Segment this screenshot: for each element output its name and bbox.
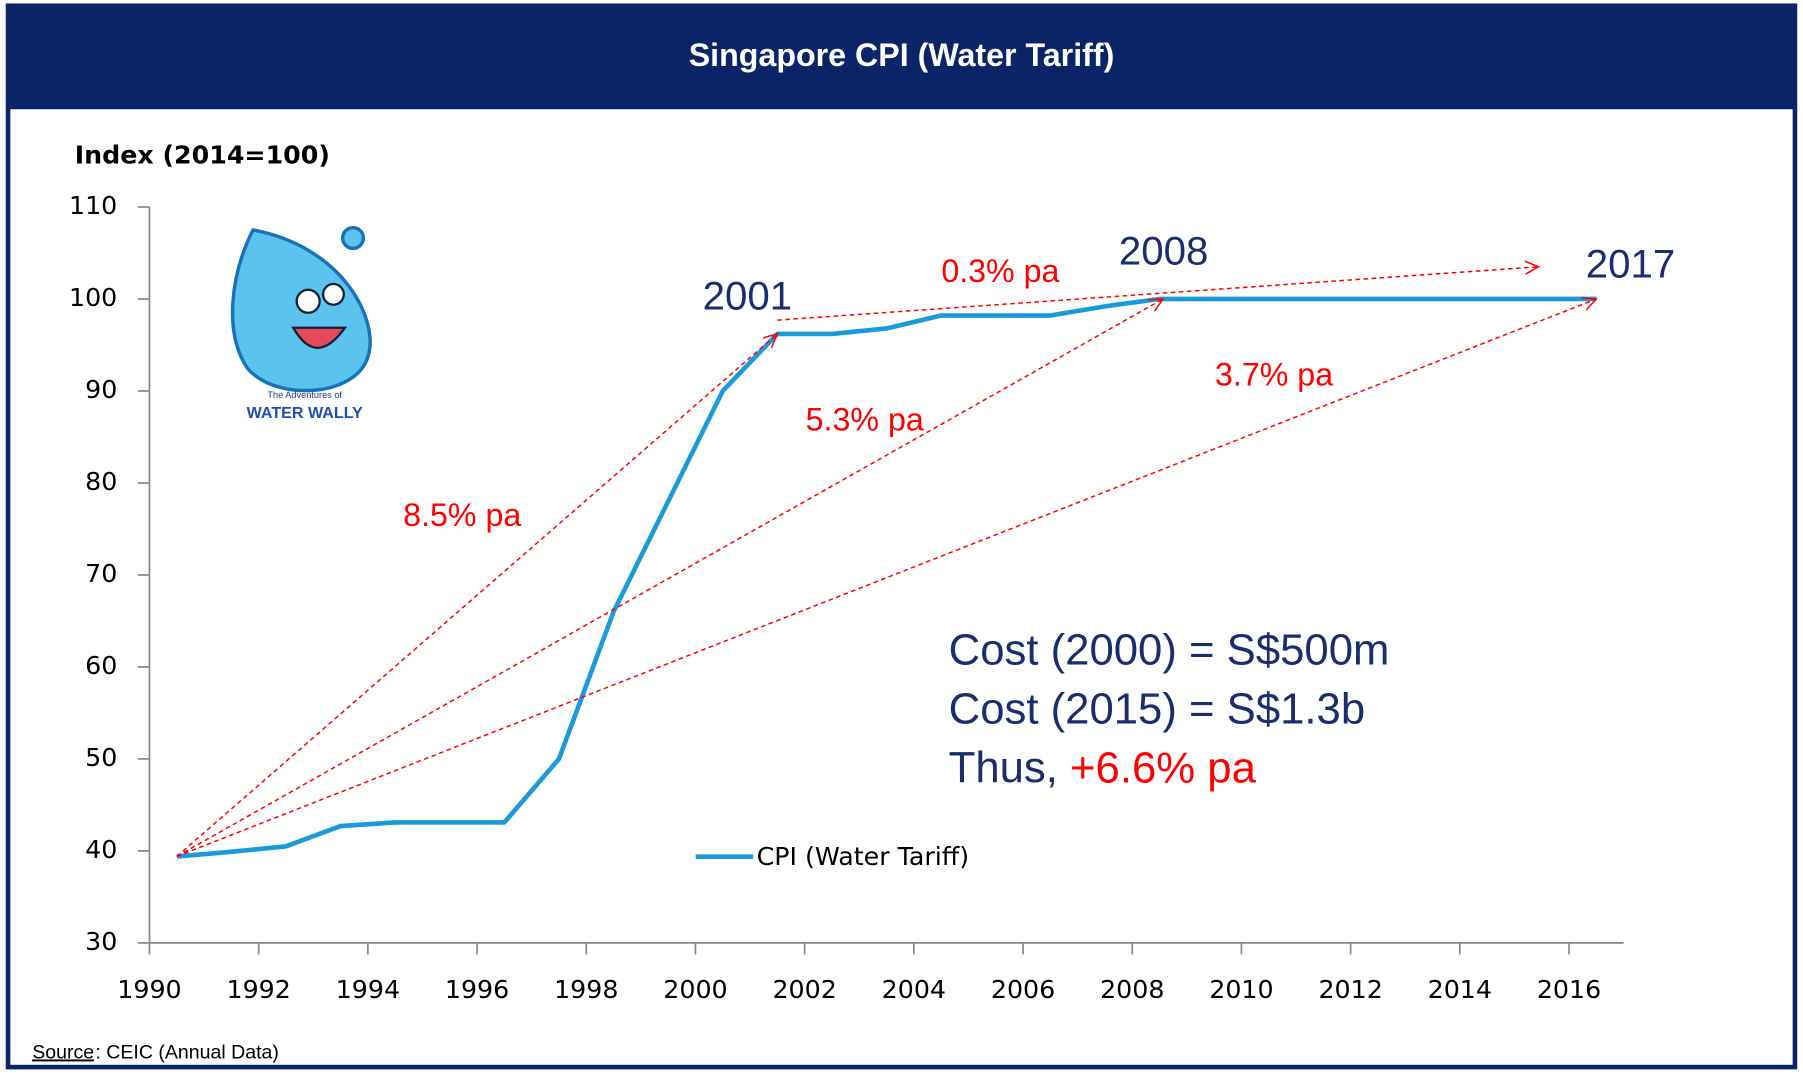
y-tick-label: 50: [85, 743, 117, 772]
x-tick-label: 1996: [445, 975, 509, 1004]
x-tick-label: 2008: [1100, 975, 1164, 1004]
y-tick-label: 60: [85, 651, 117, 680]
logo-top: The Adventures of: [267, 390, 342, 400]
x-tick-label: 2004: [882, 975, 946, 1004]
y-tick-label: 90: [85, 375, 117, 404]
logo-hand: [343, 228, 364, 249]
x-tick-label: 1990: [117, 975, 181, 1004]
x-tick-label: 1994: [336, 975, 400, 1004]
x-tick-label: 1992: [227, 975, 291, 1004]
x-tick-label: 2006: [991, 975, 1055, 1004]
y-tick-label: 100: [69, 283, 117, 312]
x-tick-label: 2010: [1209, 975, 1273, 1004]
y-tick-label: 30: [85, 927, 117, 956]
x-tick-label: 2000: [663, 975, 727, 1004]
y-tick-label: 80: [85, 467, 117, 496]
x-tick-label: 2012: [1318, 975, 1382, 1004]
note-line: Thus, +6.6% pa: [949, 743, 1257, 792]
note-highlight: +6.6% pa: [1070, 743, 1257, 792]
y-tick-label: 40: [85, 835, 117, 864]
page: Singapore CPI (Water Tariff) Index (2014…: [0, 0, 1803, 1079]
x-tick-label: 1998: [554, 975, 618, 1004]
chart: Singapore CPI (Water Tariff) Index (2014…: [0, 0, 1803, 1074]
logo-name: WATER WALLY: [247, 404, 363, 422]
y-axis-label: Index (2014=100): [75, 140, 330, 169]
year-annotation: 2008: [1119, 229, 1209, 274]
note-line: Cost (2015) = S$1.3b: [949, 684, 1366, 733]
x-tick-label: 2014: [1428, 975, 1492, 1004]
rate-annotation: 3.7% pa: [1215, 357, 1333, 393]
rate-annotation: 8.5% pa: [403, 497, 521, 533]
rate-annotation: 0.3% pa: [941, 253, 1059, 289]
year-annotation: 2017: [1586, 241, 1676, 286]
y-tick-label: 110: [69, 191, 117, 220]
logo-eye: [297, 290, 320, 313]
year-annotation: 2001: [703, 274, 793, 319]
note-line: Cost (2000) = S$500m: [949, 626, 1390, 675]
y-tick-label: 70: [85, 559, 117, 588]
x-tick-label: 2016: [1537, 975, 1601, 1004]
rate-annotation: 5.3% pa: [806, 402, 924, 438]
x-tick-label: 2002: [772, 975, 836, 1004]
legend-label: CPI (Water Tariff): [757, 842, 969, 871]
source-text: : CEIC (Annual Data): [95, 1041, 278, 1063]
source-label: Source: [32, 1041, 94, 1063]
logo-eye: [323, 284, 344, 305]
chart-title: Singapore CPI (Water Tariff): [689, 37, 1115, 73]
